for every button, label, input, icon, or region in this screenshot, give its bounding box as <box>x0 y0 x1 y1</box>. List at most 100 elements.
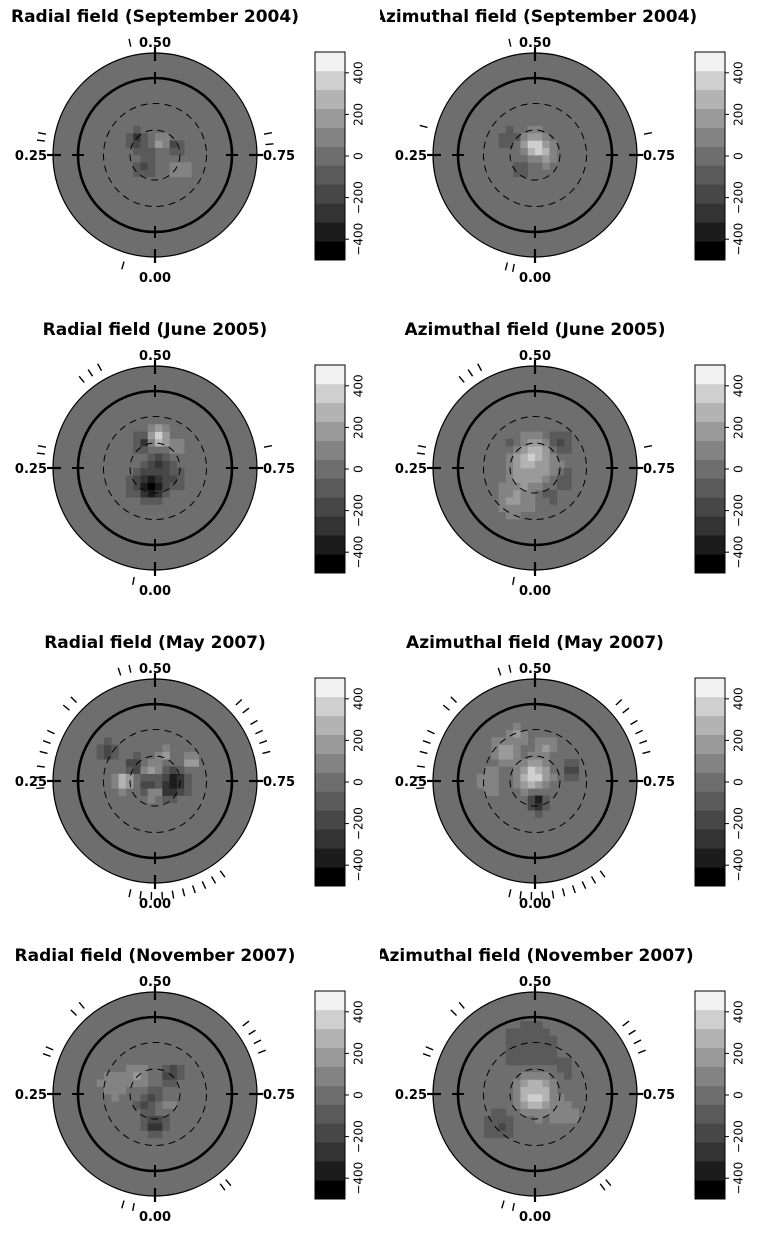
field-cell <box>513 1035 521 1044</box>
field-cell <box>162 788 170 796</box>
observation-tick <box>39 750 48 755</box>
field-cell <box>549 1094 558 1102</box>
colorbar-segment <box>695 991 725 1011</box>
field-cell <box>140 1101 149 1109</box>
colorbar-segment <box>695 678 725 698</box>
field-cell <box>571 1108 580 1117</box>
colorbar-segment <box>695 127 725 147</box>
latitude-30-circle <box>482 1041 588 1147</box>
field-cell <box>491 1108 499 1117</box>
field-cell <box>520 737 529 745</box>
observation-tick <box>642 750 651 755</box>
field-cell <box>162 431 170 440</box>
phase-label-right: 0.75 <box>643 1088 675 1103</box>
field-cell <box>491 788 499 796</box>
field-cell <box>513 773 521 782</box>
colorbar-tick-label: 200 <box>732 729 746 752</box>
observation-tick <box>70 1009 78 1017</box>
field-cell <box>155 460 163 469</box>
field-cell <box>535 744 543 753</box>
phase-label-bottom: 0.00 <box>519 1210 551 1225</box>
field-cell <box>535 1021 543 1029</box>
field-cell <box>169 162 178 170</box>
colorbar: 400 200 0 −200 −400 <box>314 677 366 887</box>
colorbar-tick-label: 200 <box>352 416 366 439</box>
field-cell <box>513 1028 521 1037</box>
colorbar-segment <box>315 52 345 72</box>
field-cell <box>556 1115 565 1124</box>
colorbar-segment <box>695 1028 725 1049</box>
field-cell <box>513 475 521 483</box>
field-cell <box>535 453 543 462</box>
colorbar-tick-label: 400 <box>732 61 746 84</box>
colorbar-segment <box>695 478 725 498</box>
field-cell <box>104 751 112 760</box>
field-cell <box>111 781 119 789</box>
field-cell <box>140 147 149 156</box>
field-cell <box>505 751 514 760</box>
phase-label-left: 0.25 <box>15 149 47 164</box>
colorbar-segment <box>315 1085 345 1105</box>
field-cell <box>527 766 536 775</box>
field-cell <box>191 751 200 760</box>
field-cell <box>542 1072 550 1080</box>
observation-tick <box>263 445 273 448</box>
field-cell <box>542 744 550 753</box>
field-cell <box>542 1079 550 1088</box>
field-cell <box>162 795 170 804</box>
field-cell <box>140 1094 149 1102</box>
field-cell <box>520 1035 529 1044</box>
colorbar-segment <box>695 1085 725 1105</box>
field-cell <box>147 482 156 491</box>
field-cell <box>564 1057 572 1066</box>
field-cell <box>176 482 185 491</box>
colorbar-segment <box>695 1104 725 1124</box>
field-cell <box>133 169 141 178</box>
observation-tick <box>128 664 132 673</box>
colorbar-tick-label: 0 <box>352 465 366 473</box>
colorbar-segment <box>315 89 345 110</box>
observation-tick <box>450 1009 458 1017</box>
latitude-60-circle <box>129 129 181 181</box>
observation-tick <box>128 38 132 47</box>
observation-tick <box>416 765 425 768</box>
observation-tick <box>257 1049 266 1054</box>
field-cell <box>520 1079 529 1088</box>
colorbar-segment <box>695 383 725 404</box>
field-cell <box>505 1123 514 1131</box>
field-cell <box>155 140 163 149</box>
field-cell <box>125 133 134 141</box>
field-cell <box>513 751 521 760</box>
field-cell <box>513 759 521 767</box>
field-cell <box>104 737 112 745</box>
field-cell <box>118 781 127 789</box>
colorbar-segment <box>315 791 345 811</box>
field-cell <box>505 1050 514 1058</box>
field-cell <box>549 431 558 440</box>
colorbar-segment <box>315 146 345 166</box>
field-cell <box>527 773 536 782</box>
colorbar-segment <box>695 146 725 166</box>
latitude-60-circle <box>129 755 181 807</box>
colorbar-segment <box>695 867 725 887</box>
field-cell <box>505 511 514 520</box>
colorbar-segment <box>315 1142 345 1162</box>
field-cell <box>491 1130 499 1139</box>
field-cell <box>527 438 536 447</box>
field-cell <box>147 162 156 170</box>
colorbar-tick-label: 200 <box>352 729 366 752</box>
colorbar-segment <box>315 696 345 717</box>
field-cell <box>520 468 529 476</box>
field-cell <box>505 453 514 462</box>
colorbar-segment <box>695 365 725 385</box>
field-cell <box>176 438 185 447</box>
magnetic-map-svg: Azimuthal field (September 2004) 0.50 0.00… <box>380 7 746 286</box>
colorbar-tick-label: 0 <box>732 152 746 160</box>
field-cell <box>484 1115 492 1124</box>
field-cell <box>147 497 156 505</box>
field-cell <box>498 1130 507 1139</box>
field-cell <box>176 788 185 796</box>
field-cell <box>169 169 178 178</box>
latitude-30-circle <box>482 102 588 208</box>
magnetic-map-svg: Radial field (November 2007) 0.50 0.00 0.25… <box>15 946 366 1225</box>
